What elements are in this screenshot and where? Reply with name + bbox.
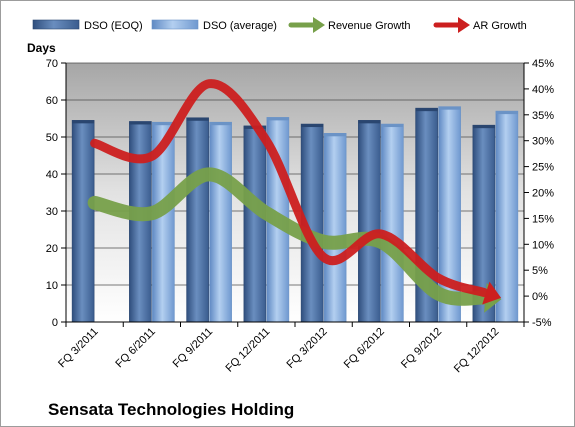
- y-right-tick-label: 35%: [532, 110, 554, 122]
- x-tick-label: FQ 3/2011: [56, 326, 101, 371]
- x-tick-label: FQ 9/2012: [399, 326, 444, 371]
- bar-cap: [415, 108, 438, 112]
- chart-title: Sensata Technologies Holding: [48, 400, 294, 419]
- y-right-tick-label: 40%: [532, 84, 554, 96]
- bar-cap: [358, 120, 381, 124]
- y-left-tick-label: 40: [46, 169, 58, 181]
- x-tick-label: FQ 12/2011: [224, 326, 273, 375]
- arrowhead-ar-growth: [482, 281, 502, 305]
- y-left-tick-label: 70: [46, 58, 58, 70]
- y-left-tick-label: 0: [52, 317, 58, 329]
- bar-dso-average: [381, 123, 404, 323]
- bar-dso-average: [209, 121, 232, 323]
- y-right-tick-label: 0%: [532, 291, 548, 303]
- y-left-tick-label: 50: [46, 132, 58, 144]
- bar-cap: [152, 122, 175, 126]
- bar-dso-eoq: [243, 125, 267, 323]
- x-tick-label: FQ 6/2012: [342, 326, 387, 371]
- bar-dso-average: [323, 133, 347, 323]
- y-right-tick-label: 20%: [532, 188, 554, 200]
- bar-dso-eoq: [186, 117, 209, 323]
- legend: DSO (EOQ) DSO (average) Revenue Growth AR G…: [32, 17, 527, 33]
- y-right-tick-label: 5%: [532, 265, 548, 277]
- bar-cap: [186, 117, 209, 121]
- bar-dso-eoq: [358, 120, 381, 323]
- legend-label-ar-growth: AR Growth: [473, 20, 527, 32]
- y-right-tick-label: 25%: [532, 162, 554, 174]
- bar-cap: [324, 133, 347, 137]
- bar-cap: [266, 117, 289, 121]
- bar-cap: [209, 122, 232, 126]
- bar-dso-average: [495, 110, 519, 323]
- lines-layer: [87, 79, 502, 313]
- bar-dso-eoq: [129, 121, 152, 323]
- line-ar-growth: [90, 79, 489, 297]
- legend-arrowhead-ar-growth: [458, 17, 470, 33]
- legend-arrowhead-revenue-growth: [313, 17, 325, 33]
- bar-cap: [72, 120, 95, 124]
- line-revenue-growth: [87, 167, 491, 306]
- y-left-tick-label: 20: [46, 243, 58, 255]
- x-tick-label: FQ 9/2011: [171, 326, 216, 371]
- y-right-tick-label: 10%: [532, 239, 554, 251]
- x-tick-label: FQ 3/2012: [285, 326, 330, 371]
- legend-swatch-dso-average: [151, 19, 199, 30]
- legend-label-dso-average: DSO (average): [203, 20, 277, 32]
- legend-swatch-dso-eoq: [32, 19, 80, 30]
- y-right-tick-label: -5%: [532, 317, 552, 329]
- bar-cap: [495, 111, 518, 115]
- bar-cap: [129, 121, 152, 125]
- y-left-tick-label: 60: [46, 95, 58, 107]
- bar-cap: [472, 125, 495, 129]
- x-tick-label: FQ 12/2012: [452, 326, 502, 376]
- bar-cap: [301, 124, 324, 128]
- y-left-tick-label: 10: [46, 280, 58, 292]
- y-right-tick-label: 45%: [532, 58, 554, 70]
- legend-label-revenue-growth: Revenue Growth: [328, 20, 411, 32]
- y-right-tick-label: 15%: [532, 213, 554, 225]
- bar-dso-eoq: [71, 120, 95, 323]
- y-right-tick-label: 30%: [532, 136, 554, 148]
- x-tick-label: FQ 6/2011: [113, 326, 158, 371]
- bar-cap: [381, 124, 404, 128]
- y-left-tick-label: 30: [46, 206, 58, 218]
- bar-cap: [438, 106, 461, 110]
- legend-label-dso-eoq: DSO (EOQ): [84, 20, 143, 32]
- y-axis-title: Days: [27, 41, 56, 55]
